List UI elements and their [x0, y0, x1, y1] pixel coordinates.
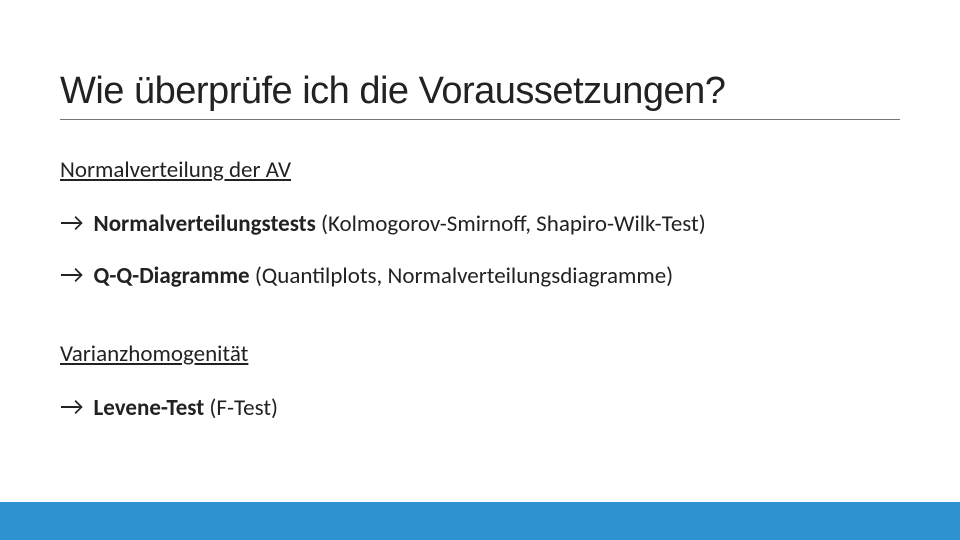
item-bold: Levene-Test	[94, 394, 205, 422]
section2-item-0: → Levene-Test (F-Test)	[60, 390, 900, 422]
item-text: Normalverteilungstests (Kolmogorov-Smirn…	[94, 210, 706, 238]
section2-heading: Varianzhomogenität	[60, 340, 900, 368]
item-bold: Q-Q-Diagramme	[94, 262, 250, 290]
arrow-icon: →	[60, 206, 84, 238]
section1-item-0: → Normalverteilungstests (Kolmogorov-Smi…	[60, 206, 900, 238]
slide-title: Wie überprüfe ich die Voraussetzungen?	[60, 70, 900, 113]
section-gap	[60, 310, 900, 340]
section1-item-1: → Q-Q-Diagramme (Quantilplots, Normalver…	[60, 258, 900, 290]
slide: Wie überprüfe ich die Voraussetzungen? N…	[0, 0, 960, 540]
item-rest: (F-Test)	[204, 394, 278, 422]
item-text: Levene-Test (F-Test)	[94, 394, 278, 422]
item-rest: (Kolmogorov-Smirnoff, Shapiro-Wilk-Test)	[316, 210, 706, 238]
arrow-icon: →	[60, 258, 84, 290]
arrow-icon: →	[60, 390, 84, 422]
section1-heading: Normalverteilung der AV	[60, 156, 900, 184]
item-text: Q-Q-Diagramme (Quantilplots, Normalverte…	[94, 262, 674, 290]
item-bold: Normalverteilungstests	[94, 210, 316, 238]
title-underline	[60, 119, 900, 120]
item-rest: (Quantilplots, Normalverteilungsdiagramm…	[250, 262, 674, 290]
footer-bar	[0, 502, 960, 540]
